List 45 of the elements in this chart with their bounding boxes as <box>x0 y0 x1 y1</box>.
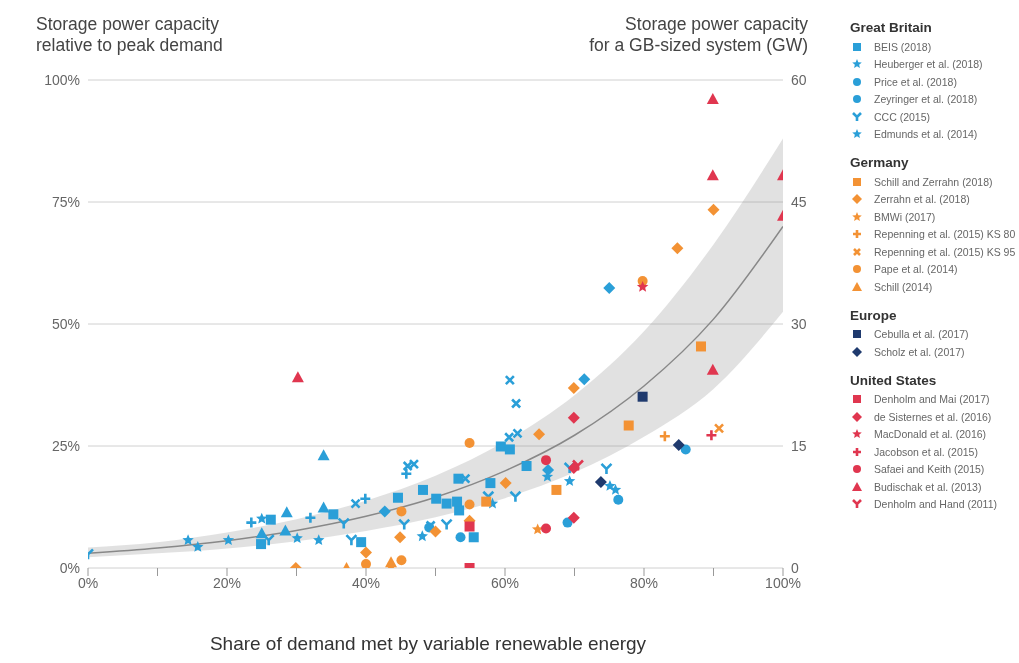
x-tick-label: 40% <box>351 574 381 591</box>
y-tick-label: 75% <box>51 193 80 210</box>
text: Europe <box>850 307 898 323</box>
y2-tick-label: 60 <box>791 71 807 88</box>
legend-label: Heuberger et al. (2018) <box>874 58 983 71</box>
legend-label: Denholm and Hand (2011) <box>874 498 997 511</box>
x-tick-label: 80% <box>629 574 659 591</box>
y-tick-label: 100% <box>44 71 80 88</box>
y-axis-title: Storage power capacity relative to peak demand <box>36 14 223 56</box>
legend-label: Zerrahn et al. (2018) <box>874 193 970 206</box>
legend-label: Repenning et al. (2015) KS 80 <box>874 228 1016 241</box>
legend-label: CCC (2015) <box>874 110 931 123</box>
legend-label: BMWi (2017) <box>874 210 936 223</box>
legend-label: Pape et al. (2014) <box>874 263 958 276</box>
legend-label: MacDonald et al. (2016) <box>874 428 987 441</box>
x-tick-label: 100% <box>765 574 801 591</box>
y2-tick-label: 45 <box>791 193 807 210</box>
x-axis-title: Share of demand met by variable renewable energy <box>208 633 648 655</box>
y2-axis-title: Storage power capacity for a GB-sized system (GW) <box>589 14 808 56</box>
y-tick-label: 50% <box>51 315 80 332</box>
text: Germany <box>850 155 910 170</box>
legend-label: de Sisternes et al. (2016) <box>874 410 992 423</box>
y-tick-label: 25% <box>51 437 80 454</box>
y-tick-label: 0% <box>59 559 80 576</box>
x-tick-label: 0% <box>77 574 99 591</box>
legend-label: Scholz et al. (2017) <box>874 345 965 358</box>
y2-tick-label: 15 <box>791 437 807 454</box>
y2-tick-label: 0 <box>791 559 799 576</box>
legend-label: Budischak et al. (2013) <box>874 480 982 493</box>
legend-label: Cebulla et al. (2017) <box>874 328 969 341</box>
x-tick-label: 20% <box>212 574 242 591</box>
text: Great Britain <box>850 20 933 35</box>
text: United States <box>850 372 938 388</box>
legend-label: Schill (2014) <box>874 280 933 293</box>
legend-label: Denholm and Mai (2017) <box>874 393 990 406</box>
legend-label: Price et al. (2018) <box>874 75 957 88</box>
y2-tick-label: 30 <box>791 315 807 332</box>
legend-label: BEIS (2018) <box>874 40 932 53</box>
x-tick-label: 60% <box>490 574 520 591</box>
legend-label: Schill and Zerrahn (2018) <box>874 175 993 188</box>
legend-label: Jacobson et al. (2015) <box>874 445 978 458</box>
legend-label: Edmunds et al. (2014) <box>874 128 978 141</box>
legend-label: Safaei and Keith (2015) <box>874 463 985 476</box>
legend-label: Zeyringer et al. (2018) <box>874 93 978 106</box>
legend-label: Repenning et al. (2015) KS 95 <box>874 245 1016 258</box>
